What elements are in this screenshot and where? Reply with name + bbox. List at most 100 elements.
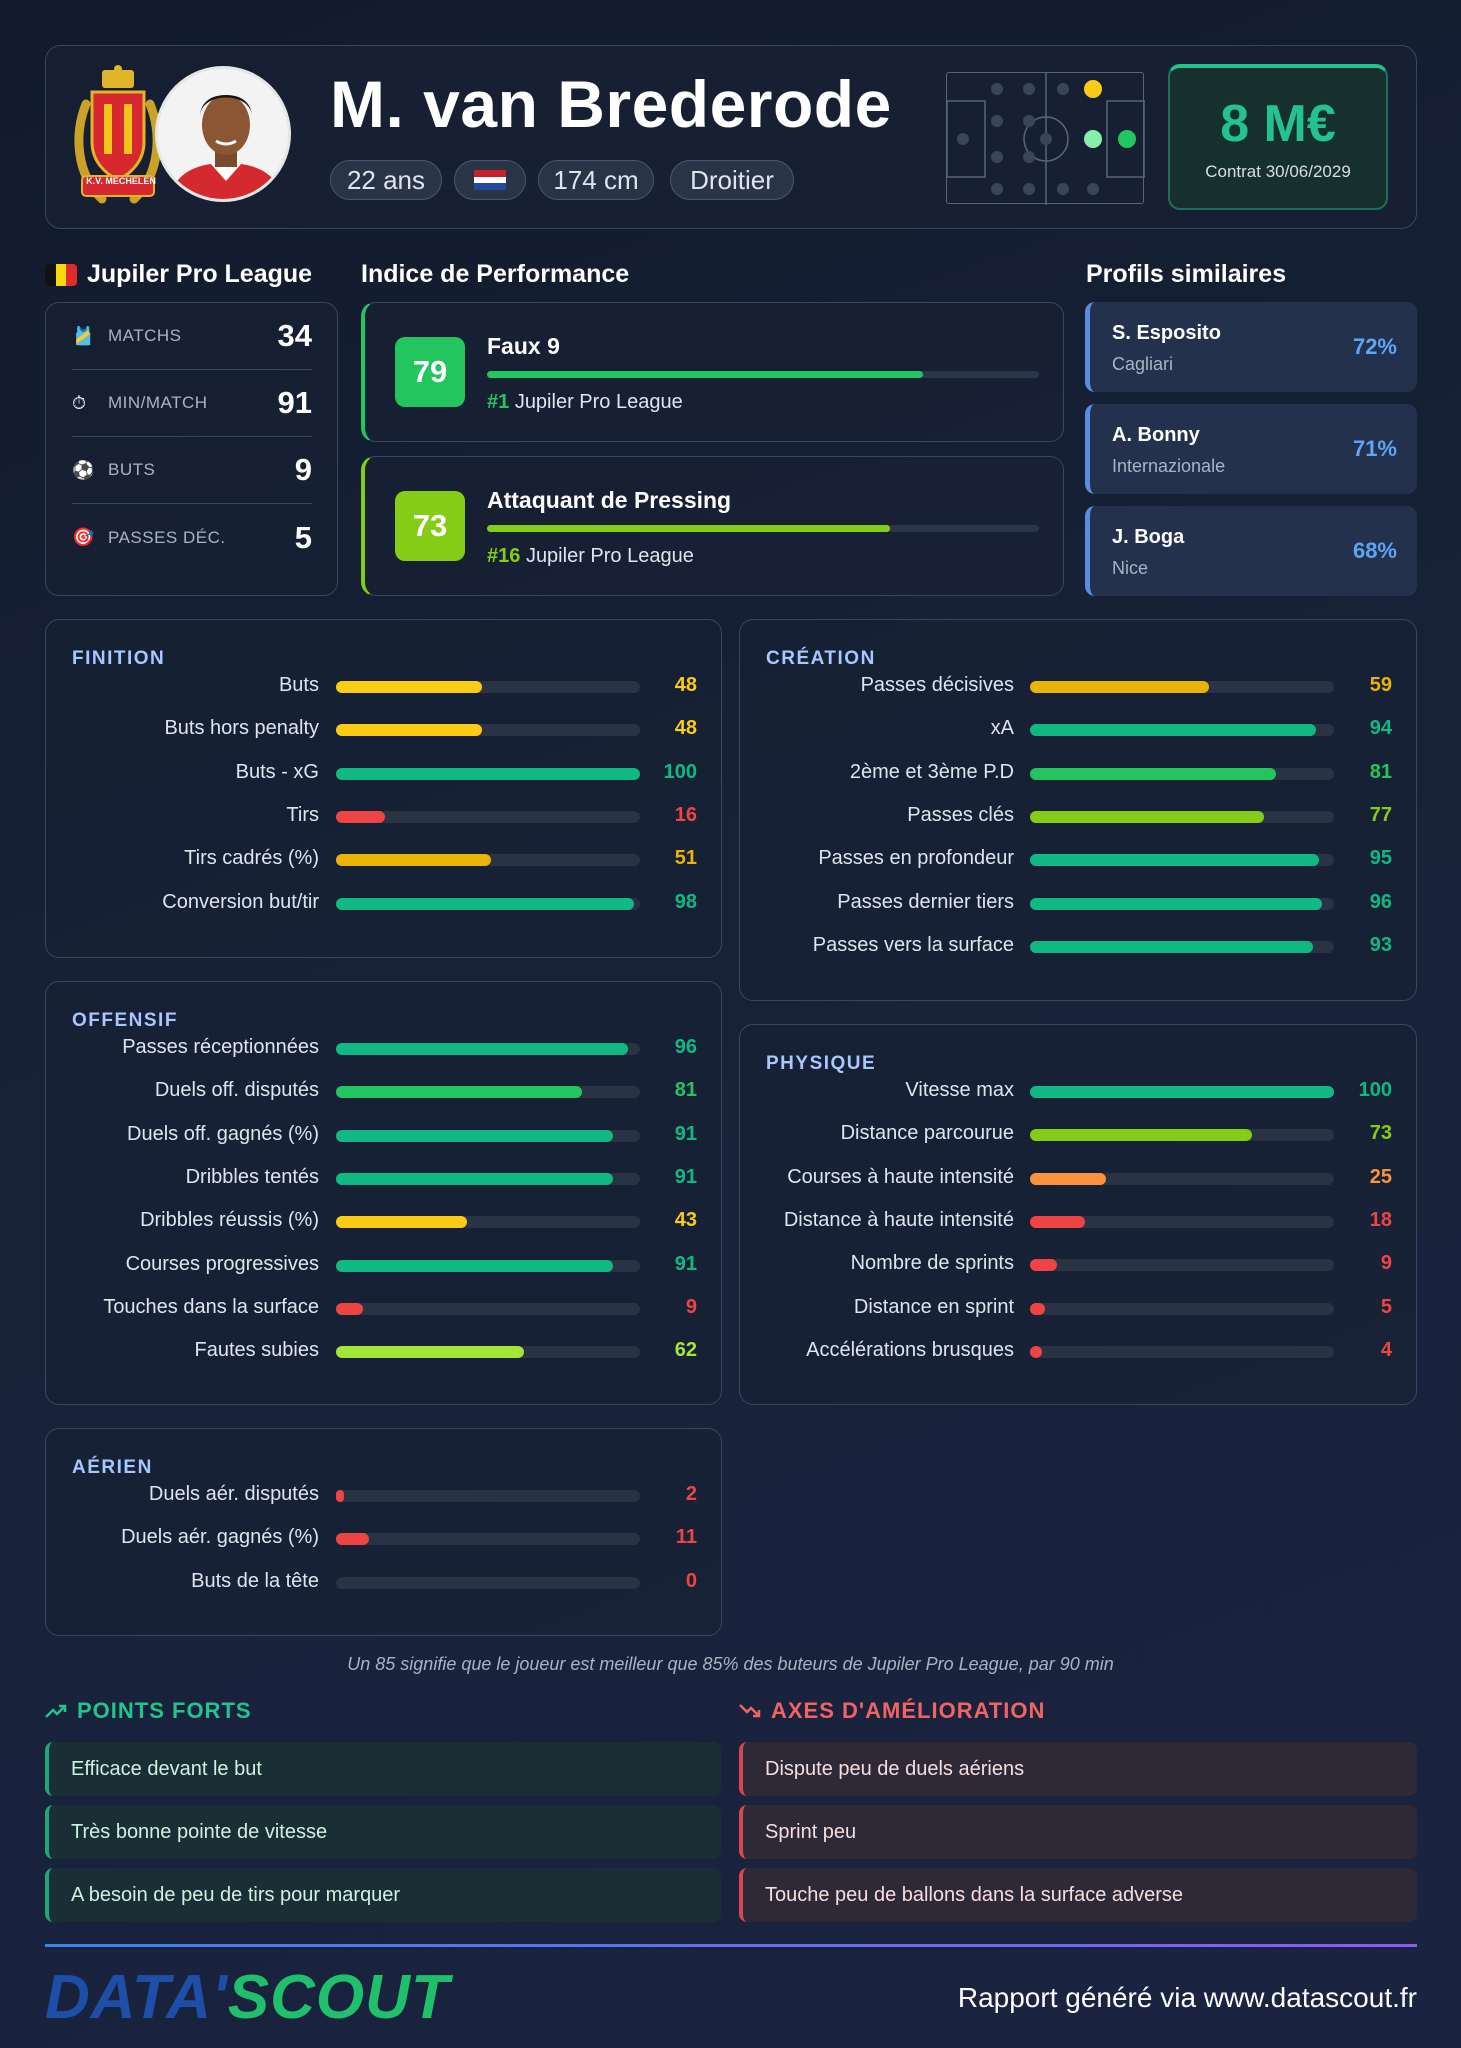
player-photo (155, 66, 291, 202)
stat-bar-track (336, 681, 640, 693)
stat-bar-fill (1030, 681, 1210, 693)
stat-bar-label: Passes en profondeur (818, 847, 1014, 870)
panel-title: FINITION (72, 648, 166, 669)
stat-bar-label: Buts - xG (235, 760, 319, 783)
stat-bar-value: 100 (663, 760, 697, 783)
stat-bar-row: Duels aér. gagnés (%) 11 (46, 1524, 721, 1554)
stat-label: PASSES DÉC. (108, 527, 226, 547)
stat-bar-value: 98 (674, 890, 697, 913)
stat-bar-fill (1030, 1086, 1334, 1098)
netherlands-flag-icon (474, 170, 506, 190)
stat-bar-value: 2 (685, 1483, 697, 1505)
stat-bar-label: Buts de la tête (191, 1569, 319, 1592)
rank-number: #1 (487, 391, 510, 413)
stat-bar-fill (1030, 940, 1313, 953)
stat-bar-fill (336, 1216, 467, 1229)
trend-down-icon (739, 1704, 761, 1718)
target-icon: 🎯 (72, 527, 95, 547)
similar-name: A. Bonny (1112, 424, 1200, 446)
stat-row-matchs: 🎽 MATCHS 34 (72, 303, 312, 370)
weakness-item: Dispute peu de duels aériens (739, 1742, 1417, 1796)
brand-logo[interactable]: DATA'SCOUT (45, 1962, 450, 2033)
stat-bar-row: Tirs cadrés (%) 51 (46, 845, 721, 875)
stat-bar-row: Buts de la tête 0 (46, 1568, 721, 1598)
stat-bar-track (336, 1576, 640, 1589)
similar-name: S. Esposito (1112, 322, 1221, 344)
height-chip: 174 cm (538, 160, 654, 200)
stat-bar-row: Touches dans la surface 9 (46, 1294, 721, 1324)
stat-bar-row: Buts hors penalty 48 (46, 715, 721, 745)
strength-item: A besoin de peu de tirs pour marquer (45, 1868, 721, 1922)
stat-bar-fill (336, 810, 385, 823)
league-stats-card: 🎽 MATCHS 34 ⏱ MIN/MATCH 91 ⚽ BUTS 9 🎯 PA… (45, 302, 338, 596)
stat-bar-label: Tirs cadrés (%) (184, 847, 319, 870)
stat-bar-row: Courses progressives 91 (46, 1251, 721, 1281)
performance-card-pressing: 73 Attaquant de Pressing #16 Jupiler Pro… (361, 456, 1064, 596)
soccer-ball-icon: ⚽ (72, 459, 95, 480)
stat-bar-fill (336, 897, 634, 910)
panel-offensif: OFFENSIF Passes réceptionnées 96 Duels off… (45, 981, 722, 1405)
stat-bar-value: 100 (1358, 1079, 1392, 1101)
stat-bar-row: Duels off. gagnés (%) 91 (46, 1121, 721, 1151)
stat-row-min-match: ⏱ MIN/MATCH 91 (72, 370, 312, 437)
stat-bar-value: 48 (674, 717, 697, 740)
stat-bar-label: Passes réceptionnées (122, 1036, 319, 1058)
stat-bar-track (1030, 1129, 1334, 1142)
stat-row-passes-dec: 🎯 PASSES DÉC. 5 (72, 504, 312, 571)
stat-bar-fill (336, 767, 640, 780)
stat-bar-fill (1030, 854, 1319, 867)
stat-bar-value: 91 (674, 1165, 697, 1188)
similar-profile-card[interactable]: J. Boga Nice 68% (1085, 506, 1417, 596)
stat-bar-fill (336, 1302, 364, 1315)
stat-bar-row: 2ème et 3ème P.D 81 (740, 759, 1416, 789)
stat-bar-fill (1030, 1302, 1046, 1315)
stat-bar-value: 94 (1369, 717, 1392, 740)
similar-name: J. Boga (1112, 526, 1185, 548)
stat-bar-value: 4 (1380, 1338, 1392, 1361)
performance-score: 73 (395, 491, 465, 561)
similar-profile-card[interactable]: A. Bonny Internazionale 71% (1085, 404, 1417, 494)
stat-bar-fill (336, 1533, 370, 1546)
stat-bar-fill (1030, 1172, 1106, 1185)
position-pitch (946, 72, 1146, 205)
league-title: Jupiler Pro League (87, 260, 313, 288)
stat-bar-fill (1030, 1345, 1043, 1358)
stat-bar-track (336, 767, 640, 780)
nationality-chip (454, 160, 526, 200)
stat-bar-track (1030, 724, 1334, 737)
stat-bar-fill (1030, 1129, 1252, 1142)
stat-bar-label: 2ème et 3ème P.D (849, 760, 1014, 783)
stat-bar-track (336, 1216, 640, 1229)
stat-bar-row: xA 94 (740, 715, 1416, 745)
stat-bar-label: Duels off. disputés (154, 1079, 319, 1102)
weaknesses-heading: AXES D'AMÉLIORATION (739, 1698, 1045, 1724)
stat-bar-row: Distance à haute intensité 18 (740, 1207, 1416, 1237)
stat-bar-track (336, 810, 640, 823)
stat-bar-value: 81 (674, 1079, 697, 1102)
stat-label: MIN/MATCH (108, 393, 208, 412)
stat-bar-fill (1030, 724, 1316, 737)
similar-profile-card[interactable]: S. Esposito Cagliari 72% (1085, 302, 1417, 392)
stat-bar-row: Vitesse max 100 (740, 1077, 1416, 1107)
contract-date: Contrat 30/06/2029 (1205, 162, 1351, 181)
panel-title: AÉRIEN (72, 1457, 153, 1478)
stat-bar-track (336, 724, 640, 737)
stat-bar-label: xA (990, 717, 1014, 740)
stat-bar-value: 77 (1369, 803, 1392, 826)
similar-club: Nice (1112, 558, 1149, 578)
performance-bar-fill (487, 371, 924, 378)
stat-bar-row: Duels aér. disputés 2 (46, 1481, 721, 1511)
stat-bar-value: 5 (1380, 1295, 1392, 1318)
stat-bar-track (1030, 940, 1334, 953)
report-source[interactable]: Rapport généré via www.datascout.fr (957, 1982, 1417, 2013)
stat-bar-fill (336, 854, 492, 867)
stat-bar-label: Fautes subies (194, 1339, 319, 1362)
strength-item: Efficace devant le but (45, 1742, 721, 1796)
stat-value: 5 (294, 519, 312, 555)
stat-bar-row: Passes en profondeur 95 (740, 845, 1416, 875)
stat-bar-row: Distance parcourue 73 (740, 1120, 1416, 1150)
stat-bar-track (1030, 1259, 1334, 1272)
stat-bar-value: 59 (1369, 674, 1392, 696)
stat-bar-track (1030, 897, 1334, 910)
stat-bar-track (1030, 1086, 1334, 1098)
